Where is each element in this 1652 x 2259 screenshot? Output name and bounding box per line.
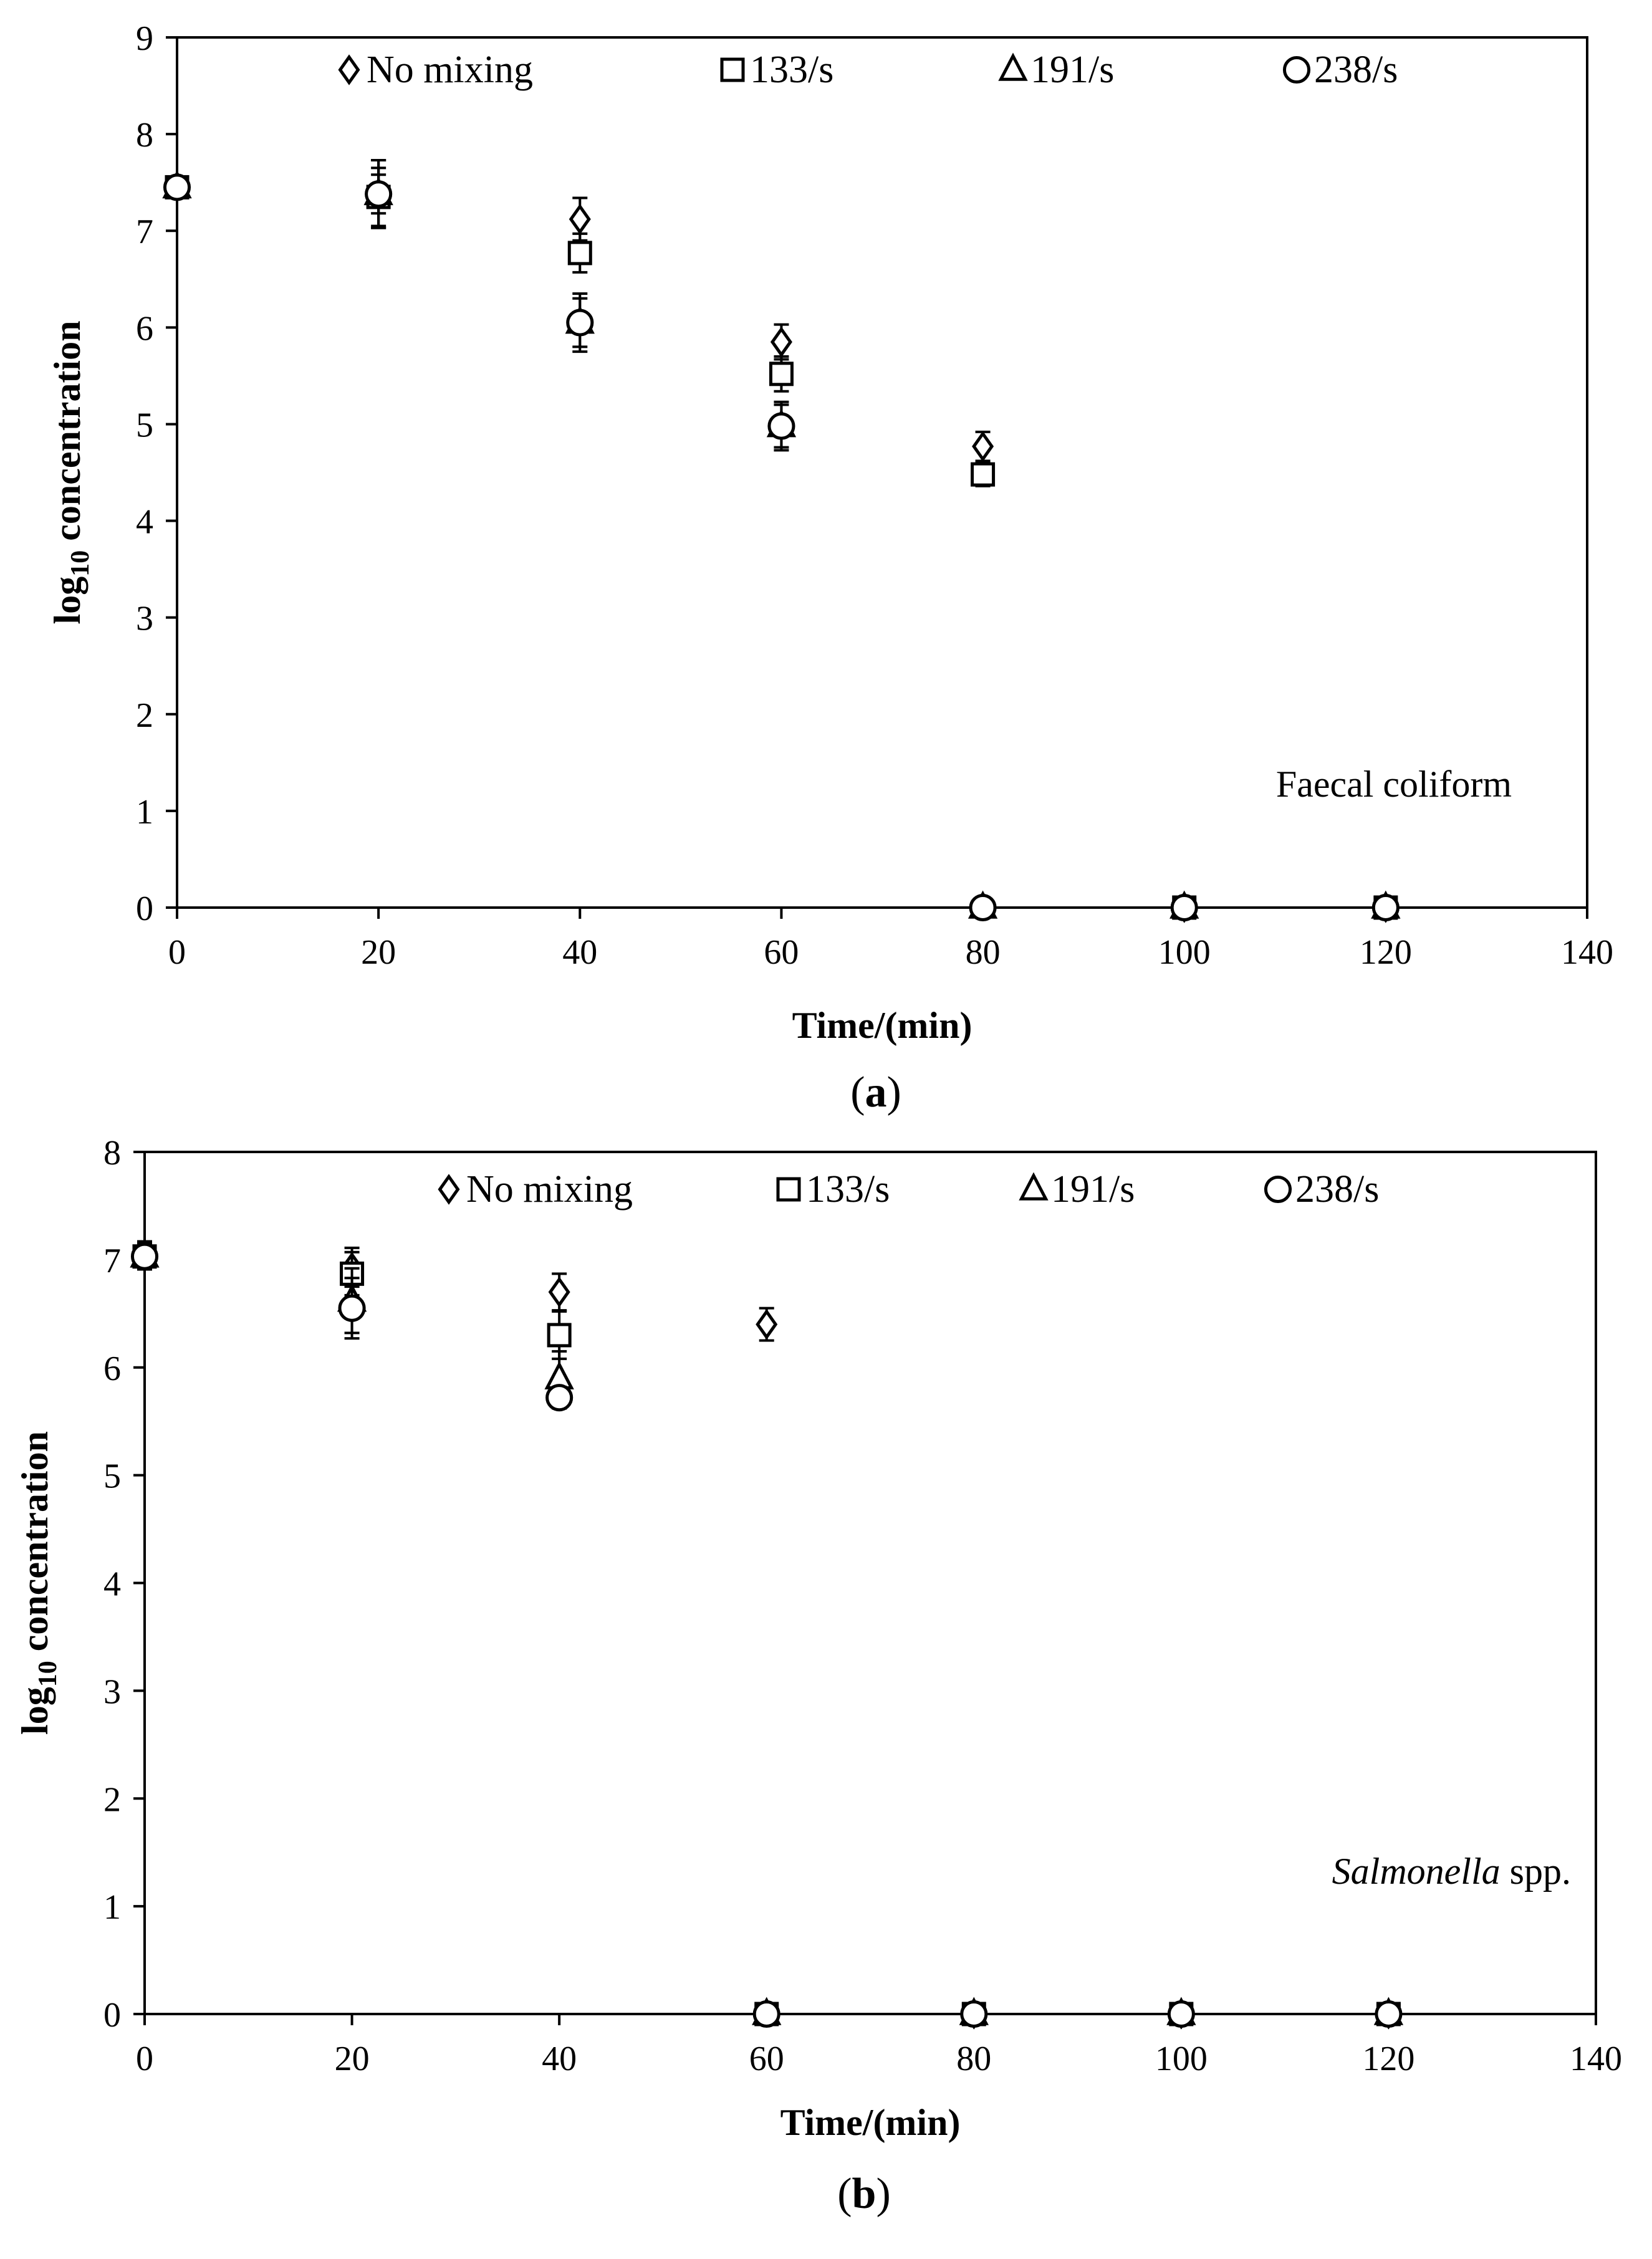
- x-tick-label: 0: [168, 933, 186, 972]
- legend-label: 238/s: [1295, 1168, 1379, 1211]
- legend-label: No mixing: [466, 1168, 633, 1211]
- x-tick-label: 140: [1561, 933, 1613, 972]
- y-tick-label: 3: [136, 600, 153, 638]
- legend-marker-square: [720, 57, 745, 82]
- data-point-diamond: [756, 1308, 778, 1340]
- legend-label: No mixing: [367, 49, 533, 91]
- data-point-square: [567, 241, 592, 266]
- x-tick-label: 40: [542, 2040, 577, 2078]
- panel-caption: (b): [837, 2170, 891, 2218]
- data-point-diamond: [972, 431, 994, 462]
- legend-marker-triangle: [1019, 1172, 1049, 1201]
- data-point-square: [971, 462, 996, 487]
- data-point-circle: [1375, 2000, 1403, 2028]
- data-point-circle: [767, 412, 795, 440]
- x-tick-label: 120: [1362, 2040, 1414, 2078]
- series-annotation: Faecal coliform: [1276, 764, 1512, 805]
- y-tick-label: 5: [103, 1457, 121, 1496]
- x-tick-label: 40: [562, 933, 597, 972]
- legend-marker-circle: [1282, 55, 1311, 84]
- data-point-circle: [365, 180, 393, 208]
- data-point-circle: [545, 1384, 574, 1412]
- x-tick-label: 20: [361, 933, 396, 972]
- data-point-circle: [1167, 2000, 1195, 2028]
- x-tick-label: 0: [136, 2040, 153, 2078]
- y-tick-label: 2: [136, 696, 153, 735]
- x-tick-label: 20: [335, 2040, 370, 2078]
- y-tick-label: 2: [103, 1780, 121, 1819]
- y-tick-label: 4: [136, 503, 153, 542]
- data-point-square: [547, 1323, 572, 1348]
- data-point-diamond: [770, 326, 792, 358]
- legend-label: 191/s: [1051, 1168, 1135, 1211]
- y-tick-label: 0: [103, 1996, 121, 2035]
- x-axis-title: Time/(min): [792, 1005, 972, 1046]
- y-axis-title: log10 concentration: [14, 1431, 62, 1735]
- y-tick-label: 3: [103, 1672, 121, 1711]
- y-tick-label: 6: [103, 1350, 121, 1388]
- data-point-circle: [566, 309, 594, 337]
- y-tick-label: 7: [136, 213, 153, 251]
- chart-panel-a: 0 1 2 3 4 5 6 7 8 9 0 20 40 60 80 100 120 140 Time/(min) lo…: [47, 19, 1613, 1116]
- y-tick-label: 0: [136, 890, 153, 928]
- legend-marker-triangle: [998, 52, 1028, 81]
- data-point-square: [769, 362, 794, 386]
- y-axis-title: log10 concentration: [47, 321, 95, 625]
- data-point-circle: [1371, 893, 1400, 922]
- x-tick-label: 120: [1360, 933, 1412, 972]
- legend-marker-diamond: [438, 1174, 460, 1205]
- legend-label: 238/s: [1314, 49, 1398, 91]
- data-point-circle: [960, 2000, 988, 2028]
- legend-marker-square: [776, 1177, 801, 1202]
- y-tick-label: 7: [103, 1242, 121, 1280]
- legend-label: 191/s: [1030, 49, 1114, 91]
- y-tick-label: 8: [136, 116, 153, 155]
- legend-marker-diamond: [338, 54, 360, 85]
- x-tick-label: 140: [1570, 2040, 1622, 2078]
- y-tick-label: 1: [103, 1888, 121, 1927]
- y-tick-label: 5: [136, 406, 153, 444]
- legend-label: 133/s: [806, 1168, 890, 1211]
- data-point-diamond: [548, 1277, 570, 1308]
- x-tick-label: 100: [1155, 2040, 1208, 2078]
- x-tick-label: 60: [764, 933, 799, 972]
- y-tick-label: 6: [136, 309, 153, 348]
- legend-label: 133/s: [750, 49, 833, 91]
- x-tick-label: 80: [956, 2040, 991, 2078]
- data-point-circle: [752, 2000, 780, 2028]
- x-tick-label: 80: [966, 933, 1001, 972]
- data-point-circle: [969, 893, 997, 922]
- data-point-diamond: [569, 203, 591, 235]
- data-point-circle: [338, 1294, 366, 1322]
- data-point-circle: [130, 1242, 159, 1270]
- y-tick-label: 9: [136, 19, 153, 58]
- data-point-circle: [1170, 893, 1198, 922]
- y-tick-label: 1: [136, 793, 153, 832]
- plot-area-frame: [176, 36, 1588, 909]
- x-axis-title: Time/(min): [780, 2102, 961, 2143]
- x-tick-label: 100: [1158, 933, 1211, 972]
- y-tick-label: 8: [103, 1134, 121, 1173]
- legend-marker-circle: [1264, 1175, 1292, 1204]
- series-annotation: Salmonella spp.: [1332, 1851, 1571, 1892]
- panel-caption: (a): [850, 1068, 901, 1116]
- y-tick-label: 4: [103, 1565, 121, 1604]
- x-tick-label: 60: [749, 2040, 784, 2078]
- data-point-circle: [163, 173, 191, 201]
